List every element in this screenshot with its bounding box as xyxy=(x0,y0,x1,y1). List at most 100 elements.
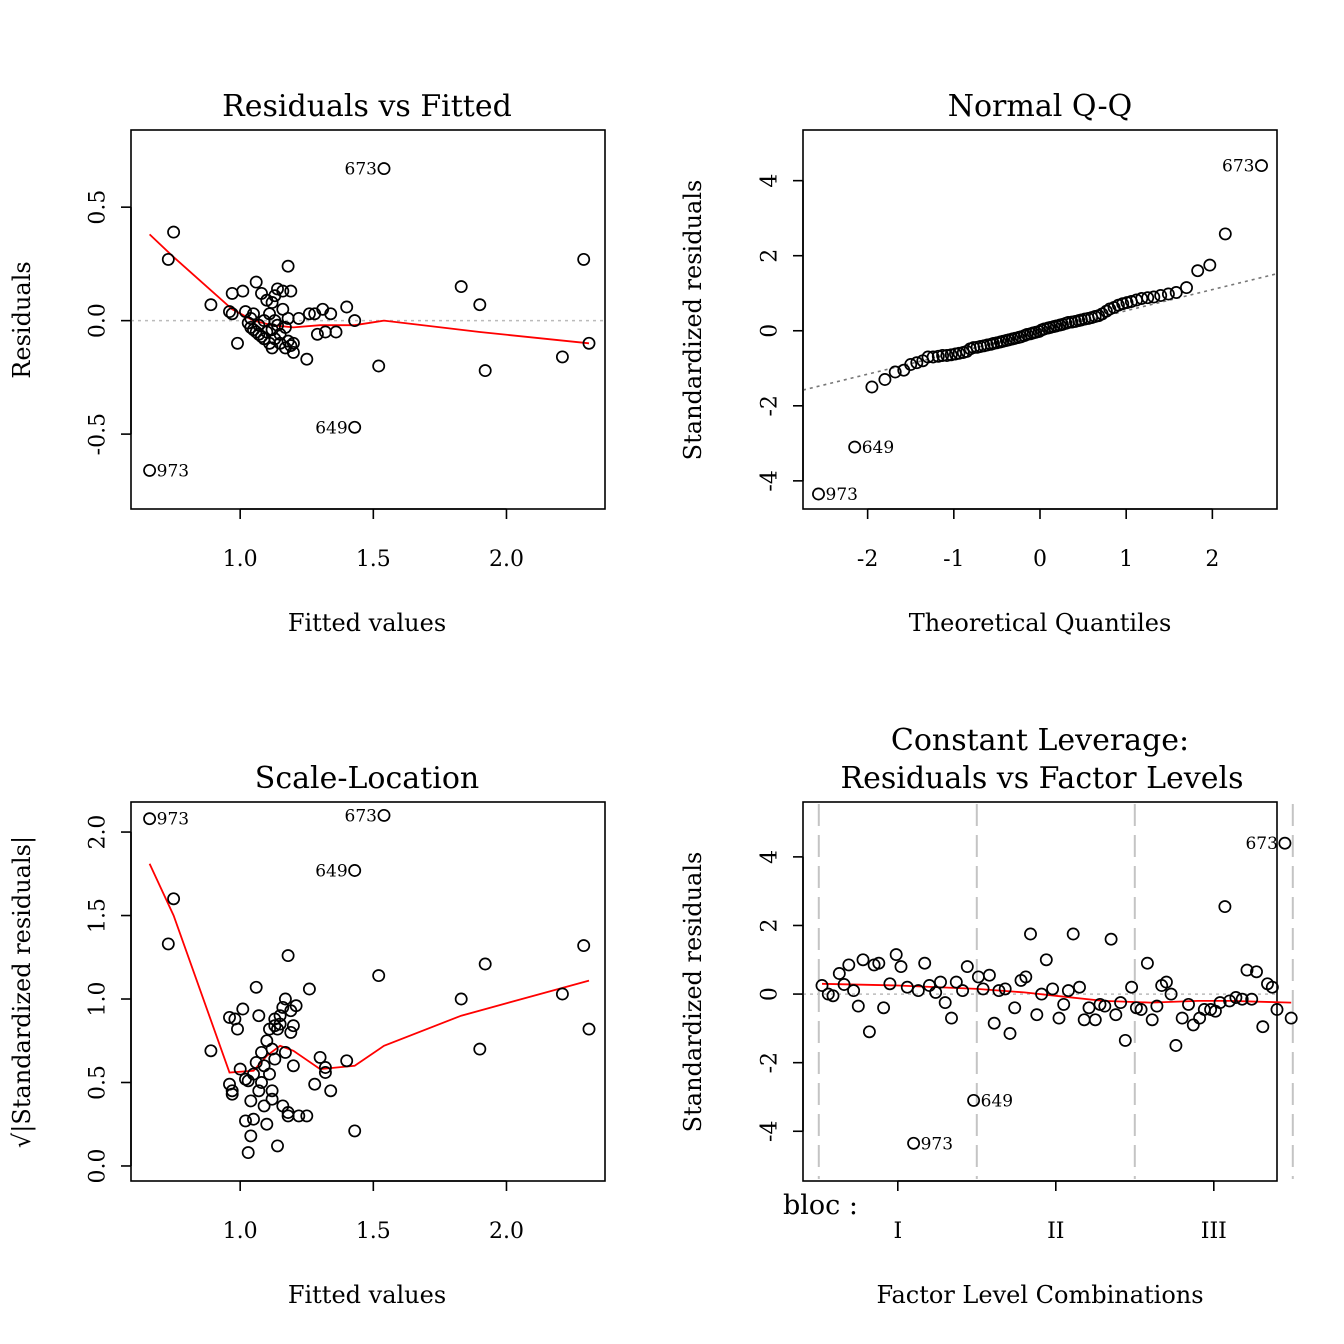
data-point xyxy=(244,1129,258,1143)
data-point xyxy=(1008,1001,1022,1015)
data-point xyxy=(167,225,181,239)
data-point xyxy=(292,1109,306,1123)
data-point xyxy=(856,953,870,967)
data-point xyxy=(872,956,886,970)
data-point xyxy=(263,1067,276,1081)
y-tick-label: 0.5 xyxy=(86,190,111,225)
data-point xyxy=(324,307,338,321)
data-point xyxy=(976,982,990,996)
data-point xyxy=(1265,980,1279,994)
data-point xyxy=(223,305,236,319)
x-tick-label: 2.0 xyxy=(489,1219,524,1244)
data-point xyxy=(223,1010,236,1024)
data-point xyxy=(204,298,218,312)
data-point xyxy=(929,985,943,999)
data-point xyxy=(204,1044,218,1058)
y-tick-label: 0.0 xyxy=(86,1148,111,1183)
data-point xyxy=(318,1061,332,1074)
data-point xyxy=(837,978,851,991)
data-point xyxy=(1118,1033,1132,1047)
data-point xyxy=(1203,258,1217,272)
panel-title: Residuals vs Fitted xyxy=(222,89,512,124)
panel-normal-qq: Normal Q-Q Theoretical Quantiles Standar… xyxy=(679,89,1278,637)
data-point xyxy=(1235,992,1249,1006)
data-point xyxy=(244,1094,258,1108)
point-label: 673 xyxy=(1222,157,1254,177)
y-tick-label: 1.5 xyxy=(86,898,111,933)
data-point xyxy=(967,1093,981,1107)
y-tick-label: 0.0 xyxy=(86,303,111,338)
data-point xyxy=(1218,900,1232,914)
y-axis-label: √|Standardized residuals| xyxy=(8,836,37,1148)
data-point xyxy=(233,1062,247,1076)
data-point xyxy=(372,359,386,373)
x-axis-label: Theoretical Quantiles xyxy=(909,609,1172,637)
data-point xyxy=(340,1054,354,1068)
x-tick-label: 2.0 xyxy=(489,547,524,572)
point-label: 673 xyxy=(345,160,377,180)
data-point xyxy=(987,1016,1001,1030)
panel-residuals-vs-fitted: Residuals vs Fitted Fitted values Residu… xyxy=(8,89,606,637)
data-point xyxy=(273,1017,287,1031)
data-point xyxy=(225,1087,239,1101)
data-point xyxy=(1061,984,1075,998)
data-point xyxy=(167,892,181,906)
y-tick-label: 0 xyxy=(758,987,783,1001)
data-point xyxy=(992,984,1006,998)
data-point xyxy=(377,162,391,176)
data-point xyxy=(249,275,263,289)
panel-residuals-vs-factor-levels: Constant Leverage: Residuals vs Factor L… xyxy=(679,723,1298,1309)
data-point xyxy=(1030,1008,1044,1022)
data-point xyxy=(143,812,157,826)
data-point xyxy=(231,1022,244,1036)
x-tick-label: 1.5 xyxy=(356,547,391,572)
data-point xyxy=(286,1019,300,1033)
data-point xyxy=(271,318,284,332)
x-tick-label: 1.0 xyxy=(223,1219,258,1244)
data-point xyxy=(1039,953,1053,967)
x-tick-label: 1 xyxy=(1119,547,1133,572)
data-point xyxy=(1150,999,1164,1013)
data-point xyxy=(318,1066,332,1079)
data-point xyxy=(555,987,569,1001)
data-point xyxy=(276,1000,290,1014)
data-point xyxy=(888,365,902,379)
category-label: I xyxy=(893,1219,902,1244)
data-point xyxy=(1024,927,1037,941)
data-point xyxy=(1161,287,1175,301)
data-point xyxy=(1147,290,1161,304)
data-point xyxy=(310,327,324,341)
data-point xyxy=(1145,1013,1159,1027)
y-tick-label: -4 xyxy=(758,470,783,491)
data-point xyxy=(926,350,940,364)
data-point xyxy=(265,296,279,309)
x-tick-label: 1.0 xyxy=(223,547,258,572)
data-point xyxy=(982,968,996,982)
x-tick-label: -2 xyxy=(857,547,878,572)
data-point xyxy=(273,1009,287,1023)
point-label: 973 xyxy=(157,810,189,830)
data-point xyxy=(1169,1039,1183,1052)
x-axis-label: Fitted values xyxy=(288,609,446,637)
data-point xyxy=(255,1076,268,1089)
data-point xyxy=(1159,975,1173,989)
data-point xyxy=(1104,932,1118,946)
point-label: 673 xyxy=(1245,834,1277,854)
smoother-line xyxy=(148,233,590,345)
data-point xyxy=(271,1139,284,1153)
data-point xyxy=(348,420,362,434)
data-point xyxy=(1125,980,1139,994)
y-tick-label: 2 xyxy=(758,918,783,932)
data-point xyxy=(1114,996,1128,1010)
data-point xyxy=(851,999,865,1013)
y-tick-label: 0.5 xyxy=(86,1065,111,1100)
data-point xyxy=(1046,982,1060,996)
panel-title: Constant Leverage: xyxy=(891,723,1189,758)
data-point xyxy=(473,298,487,312)
data-point xyxy=(1140,956,1154,970)
data-point xyxy=(865,380,879,394)
data-point xyxy=(247,1112,260,1126)
data-point xyxy=(252,1009,266,1023)
smoother-line xyxy=(148,863,590,1074)
data-point xyxy=(910,356,924,370)
